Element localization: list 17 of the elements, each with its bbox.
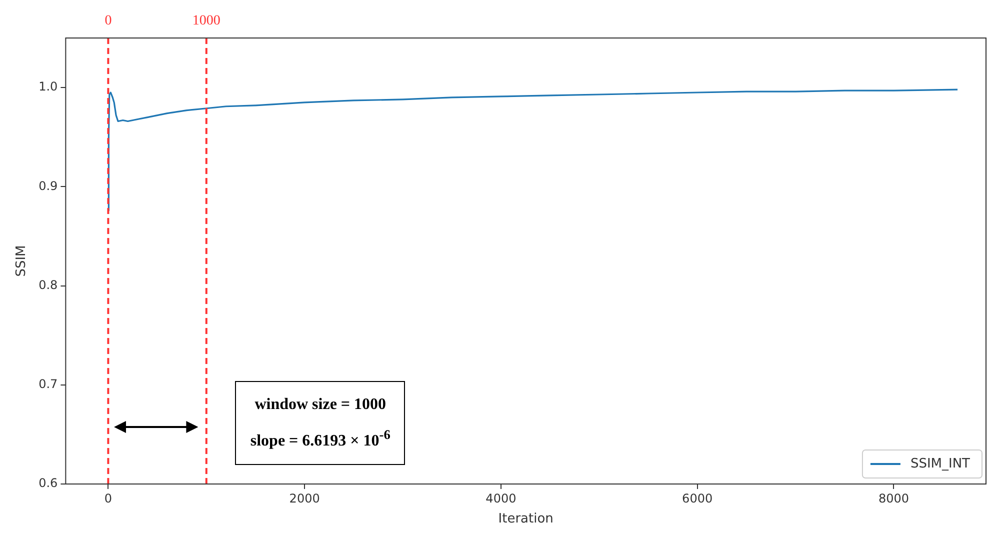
x-tick-label: 2000 xyxy=(289,491,320,506)
x-tick-label: 6000 xyxy=(682,491,713,506)
annotation: slope = 6.6193 × 10$^{-6}$ xyxy=(250,426,390,452)
y-tick-label: 1.0 xyxy=(38,80,58,94)
annotation: window size = 1000 xyxy=(254,395,388,415)
legend-label: SSIM_INT xyxy=(910,456,970,472)
ref-line-label: 0 xyxy=(104,14,112,29)
y-tick-label: 0.8 xyxy=(38,278,58,292)
y-tick-label: 0.9 xyxy=(38,178,58,193)
x-tick-label: 4000 xyxy=(486,491,516,506)
ref-line-label: 1000 xyxy=(192,14,220,29)
y-axis-title: SSIM xyxy=(14,245,30,277)
x-tick-label: 0 xyxy=(104,491,112,506)
y-tick-label: 0.7 xyxy=(38,377,58,392)
y-tick-label: 0.6 xyxy=(38,476,58,490)
x-tick-label: 8000 xyxy=(878,491,909,506)
x-axis-title: Iteration xyxy=(498,512,554,527)
